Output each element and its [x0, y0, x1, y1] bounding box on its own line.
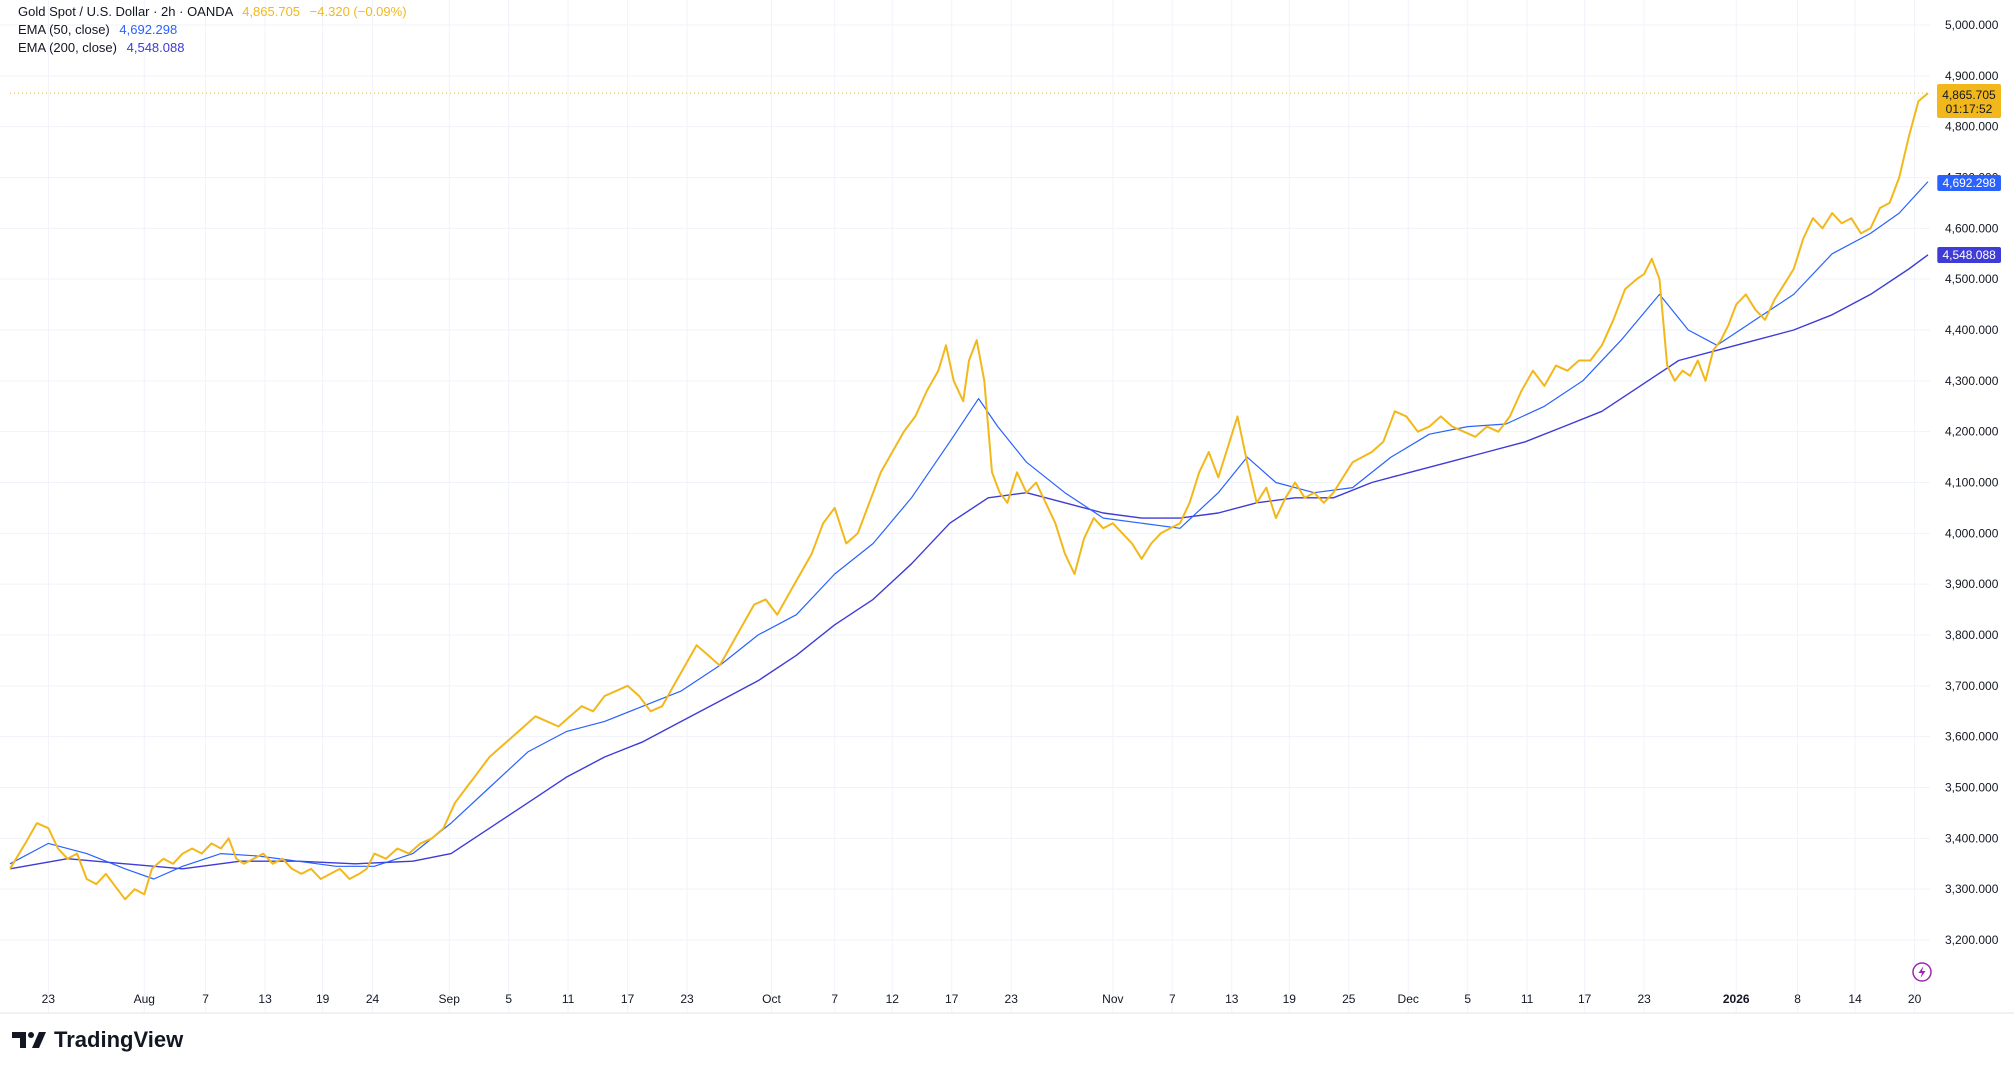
y-axis: 3,200.000 3,300.000 3,400.000 3,500.000 3,60…: [1945, 18, 1999, 947]
y-tick-label: 3,500.000: [1945, 781, 1999, 795]
legend-ema200-row: EMA (200, close) 4,548.088: [18, 39, 407, 57]
y-tick-label: 5,000.000: [1945, 18, 1999, 32]
x-tick-label: 23: [42, 992, 56, 1006]
x-tick-label: 23: [1637, 992, 1651, 1006]
x-tick-label: 23: [1005, 992, 1019, 1006]
y-tick-label: 3,600.000: [1945, 730, 1999, 744]
y-tick-label: 4,000.000: [1945, 526, 1999, 540]
last-price-tag-value: 4,865.705: [1942, 88, 1996, 102]
x-tick-label: 5: [505, 992, 512, 1006]
y-tick-label: 4,600.000: [1945, 221, 1999, 235]
x-tick-label: 7: [1169, 992, 1176, 1006]
y-tick-label: 4,400.000: [1945, 323, 1999, 337]
legend-ema200-label[interactable]: EMA (200, close): [18, 40, 117, 55]
legend-ema200-value: 4,548.088: [126, 40, 185, 55]
x-tick-label: 5: [1464, 992, 1471, 1006]
legend-ema50-label[interactable]: EMA (50, close): [18, 22, 110, 37]
y-tick-label: 3,400.000: [1945, 831, 1999, 845]
x-tick-label: Oct: [762, 992, 781, 1006]
x-tick-label: 11: [562, 992, 575, 1006]
x-tick-label: 24: [366, 992, 380, 1006]
legend-symbol[interactable]: Gold Spot / U.S. Dollar · 2h · OANDA: [18, 4, 233, 19]
last-price-tag: 4,865.705 01:17:52: [1937, 84, 2001, 118]
last-price-tag-countdown: 01:17:52: [1946, 102, 1993, 116]
x-tick-label: 13: [1225, 992, 1239, 1006]
tradingview-brand: TradingView: [54, 1027, 184, 1052]
y-tick-label: 4,200.000: [1945, 425, 1999, 439]
x-tick-label: 7: [831, 992, 838, 1006]
x-tick-label: 20: [1908, 992, 1922, 1006]
x-tick-label: 13: [258, 992, 272, 1006]
tradingview-logo[interactable]: TradingView: [12, 1027, 183, 1053]
legend-last-price: 4,865.705: [242, 4, 301, 19]
x-tick-label: 8: [1794, 992, 1801, 1006]
y-tick-label: 4,900.000: [1945, 69, 1999, 83]
x-tick-label: 19: [316, 992, 330, 1006]
x-tick-label: 12: [886, 992, 900, 1006]
y-tick-label: 4,800.000: [1945, 120, 1999, 134]
y-tick-label: 3,200.000: [1945, 933, 1999, 947]
legend-change: −4.320 (−0.09%): [309, 4, 407, 19]
x-tick-label: 14: [1848, 992, 1862, 1006]
y-tick-label: 4,300.000: [1945, 374, 1999, 388]
ema200-series-line: [9, 254, 1929, 870]
x-tick-label: 2026: [1723, 992, 1750, 1006]
ema50-series-line: [9, 181, 1929, 880]
x-tick-label: 25: [1342, 992, 1356, 1006]
ema50-tag-value: 4,692.298: [1942, 176, 1996, 190]
y-tick-label: 3,300.000: [1945, 882, 1999, 896]
x-tick-label: 17: [621, 992, 635, 1006]
lightning-icon[interactable]: [1912, 962, 1932, 982]
x-tick-label: Dec: [1398, 992, 1419, 1006]
price-series-line: [9, 92, 1929, 901]
x-axis: 23 Aug 7 13 19 24 Sep 5 11 17 23 Oct 7 12 17 23 Nov 7 13 19…: [42, 992, 1922, 1006]
y-tick-label: 3,700.000: [1945, 679, 1999, 693]
legend-ema50-value: 4,692.298: [119, 22, 178, 37]
ema200-tag-value: 4,548.088: [1942, 248, 1996, 262]
ema200-tag: 4,548.088: [1937, 247, 2001, 263]
chart-series: [9, 92, 1929, 901]
legend-ema50-row: EMA (50, close) 4,692.298: [18, 21, 407, 39]
ema50-tag: 4,692.298: [1937, 175, 2001, 191]
x-tick-label: 23: [680, 992, 694, 1006]
x-tick-label: 7: [202, 992, 209, 1006]
y-tick-label: 4,100.000: [1945, 476, 1999, 490]
chart-grid: [0, 0, 1930, 1012]
x-tick-label: 19: [1283, 992, 1297, 1006]
chart-legend: Gold Spot / U.S. Dollar · 2h · OANDA 4,8…: [18, 3, 407, 57]
legend-symbol-row: Gold Spot / U.S. Dollar · 2h · OANDA 4,8…: [18, 3, 407, 21]
x-tick-label: Nov: [1102, 992, 1123, 1006]
x-tick-label: Aug: [134, 992, 155, 1006]
y-tick-label: 3,800.000: [1945, 628, 1999, 642]
x-tick-label: Sep: [439, 992, 461, 1006]
tradingview-logo-icon: [12, 1032, 46, 1048]
x-tick-label: 11: [1521, 992, 1534, 1006]
y-tick-label: 3,900.000: [1945, 577, 1999, 591]
x-tick-label: 17: [945, 992, 959, 1006]
x-tick-label: 17: [1578, 992, 1592, 1006]
y-tick-label: 4,500.000: [1945, 272, 1999, 286]
